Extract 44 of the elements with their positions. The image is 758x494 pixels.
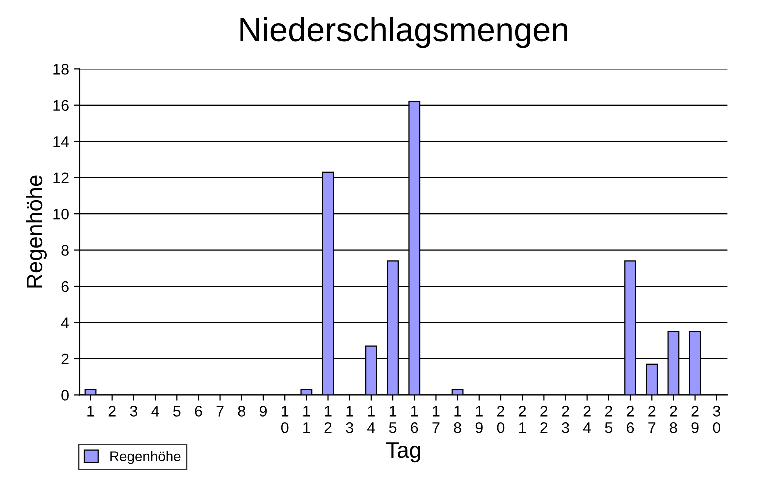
x-tick-label: 6: [195, 406, 202, 417]
y-tick-label: 12: [54, 172, 69, 184]
y-tick-label: 6: [62, 281, 69, 292]
x-tick-label: 15: [389, 406, 397, 434]
x-tick-label: 28: [670, 406, 678, 434]
x-axis-title: Tag: [386, 442, 420, 463]
x-tick-label: 3: [130, 406, 138, 417]
x-tick-label: 5: [173, 406, 181, 417]
x-tick-label: 27: [648, 406, 656, 434]
x-tick-label: 30: [713, 406, 721, 434]
chart-title: Niederschlagsmengen: [240, 17, 568, 48]
x-tick-label: 24: [583, 406, 592, 434]
legend-label: Regenhöhe: [110, 451, 181, 464]
x-tick-label: 19: [476, 406, 483, 434]
x-tick-label: 10: [281, 406, 289, 434]
x-tick-label: 26: [627, 406, 634, 434]
x-tick-label: 4: [152, 406, 160, 417]
x-tick-label: 29: [692, 406, 699, 434]
x-tick-label: 14: [368, 406, 376, 434]
x-tick-label: 8: [238, 406, 246, 417]
x-tick-label: 17: [432, 406, 440, 434]
x-tick-label: 22: [540, 406, 548, 434]
y-tick-label: 2: [62, 354, 69, 365]
y-tick-label: 10: [54, 208, 69, 220]
x-tick-label: 13: [346, 406, 354, 434]
y-axis-title: Regenhöhe: [26, 176, 48, 288]
x-tick-label: 20: [497, 406, 505, 434]
x-tick-label: 23: [562, 406, 570, 434]
x-tick-label: 21: [519, 406, 526, 434]
y-tick-label: 18: [54, 64, 69, 75]
x-tick-label: 1 2: [324, 406, 332, 434]
x-tick-label: 7: [216, 406, 224, 417]
y-tick-label: 16: [54, 100, 69, 112]
y-tick-label: 8: [62, 245, 69, 256]
y-tick-label: 14: [54, 136, 70, 148]
y-tick-label: 0: [62, 390, 69, 401]
x-tick-label: 9: [260, 406, 268, 417]
x-tick-label: 11: [304, 406, 310, 434]
x-tick-label: 25: [605, 406, 613, 434]
x-tick-label: 1: [88, 406, 94, 417]
x-tick-label: 2: [108, 406, 116, 417]
y-tick-label: 4: [61, 318, 70, 328]
x-tick-label: 18: [454, 406, 462, 434]
x-tick-label: 16: [411, 406, 418, 434]
